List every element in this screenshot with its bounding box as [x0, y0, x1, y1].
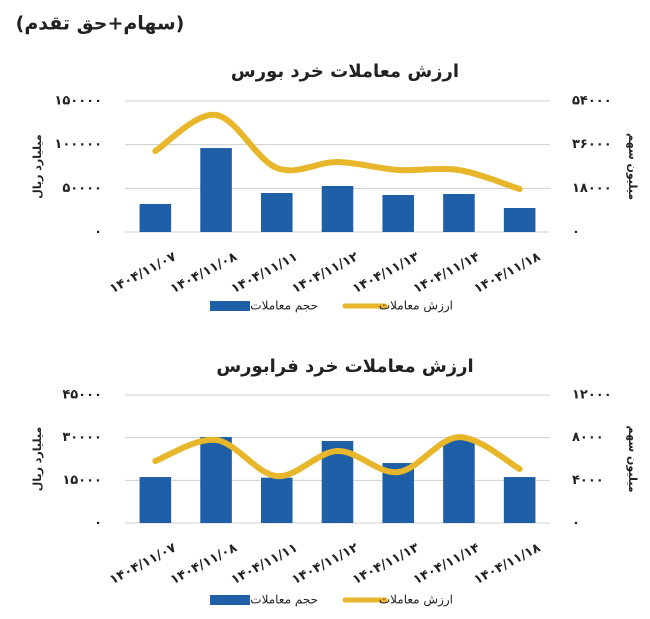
bar [503, 477, 536, 523]
y2-tick-label: ۰ [572, 225, 580, 240]
y-tick-label: ۳۰۰۰۰ [62, 430, 102, 445]
chart-title: ارزش معاملات خرد بورس [231, 61, 459, 82]
y2-axis-label: میلیون سهم [626, 425, 639, 492]
bar [261, 192, 293, 232]
legend-label: ارزش معاملات [379, 299, 453, 314]
legend-swatch [210, 301, 250, 311]
bar [200, 437, 232, 523]
bar [382, 195, 414, 232]
x-tick-label: ۱۴۰۴/۱۱/۰۷ [107, 540, 179, 588]
bar [139, 477, 172, 523]
legend-label: حجم معاملات [250, 299, 318, 313]
y-tick-label: ۱۵۰۰۰۰ [54, 94, 102, 109]
x-tick-label: ۱۴۰۴/۱۱/۱۴ [411, 540, 483, 588]
x-tick-label: ۱۴۰۴/۱۱/۰۸ [168, 540, 240, 588]
bar [261, 477, 293, 523]
y-tick-label: ۱۵۰۰۰ [62, 473, 102, 488]
legend-label: ارزش معاملات [379, 593, 453, 608]
y2-tick-label: ۰ [572, 516, 580, 531]
y-tick-label: ۵۰۰۰۰ [62, 181, 102, 196]
line [152, 111, 523, 193]
y2-tick-label: ۵۴۰۰۰ [572, 94, 612, 109]
y-tick-label: ۰ [94, 225, 102, 240]
y-tick-label: ۰ [94, 516, 102, 531]
x-tick-label: ۱۴۰۴/۱۱/۰۸ [168, 249, 240, 297]
y2-axis-label: میلیون سهم [626, 133, 639, 200]
bar [443, 440, 475, 523]
y-tick-label: ۴۵۰۰۰ [62, 388, 102, 403]
y-tick-label: ۱۰۰۰۰۰ [54, 137, 102, 152]
legend-swatch [210, 595, 250, 605]
y2-tick-label: ۳۶۰۰۰ [572, 137, 612, 152]
y2-tick-label: ۸۰۰۰ [572, 430, 604, 445]
x-tick-label: ۱۴۰۴/۱۱/۱۴ [411, 249, 483, 297]
bar [443, 194, 475, 232]
bar [200, 148, 232, 232]
x-tick-label: ۱۴۰۴/۱۱/۱۱ [229, 540, 300, 588]
x-tick-label: ۱۴۰۴/۱۱/۱۱ [229, 249, 300, 297]
legend-label: حجم معاملات [250, 593, 318, 607]
header: (سهام+حق تقدم) [16, 13, 185, 35]
y2-tick-label: ۱۲۰۰۰ [572, 388, 612, 403]
x-tick-label: ۱۴۰۴/۱۱/۱۲ [290, 540, 362, 588]
line [152, 434, 523, 480]
y-axis-label: میلیارد ریال [31, 134, 44, 198]
x-tick-label: ۱۴۰۴/۱۱/۱۳ [350, 249, 422, 297]
bar [139, 204, 172, 232]
x-tick-label: ۱۴۰۴/۱۱/۱۲ [290, 249, 362, 297]
chart-title: ارزش معاملات خرد فرابورس [216, 356, 473, 377]
x-tick-label: ۱۴۰۴/۱۱/۱۳ [350, 540, 422, 588]
y2-tick-label: ۴۰۰۰ [572, 473, 604, 488]
x-tick-label: ۱۴۰۴/۱۱/۰۷ [107, 249, 179, 297]
y-axis-label: میلیارد ریال [31, 427, 44, 491]
x-tick-label: ۱۴۰۴/۱۱/۱۸ [472, 540, 544, 588]
y2-tick-label: ۱۸۰۰۰ [572, 181, 612, 196]
x-tick-label: ۱۴۰۴/۱۱/۱۸ [472, 249, 544, 297]
bar [321, 186, 354, 232]
bar [503, 208, 536, 232]
